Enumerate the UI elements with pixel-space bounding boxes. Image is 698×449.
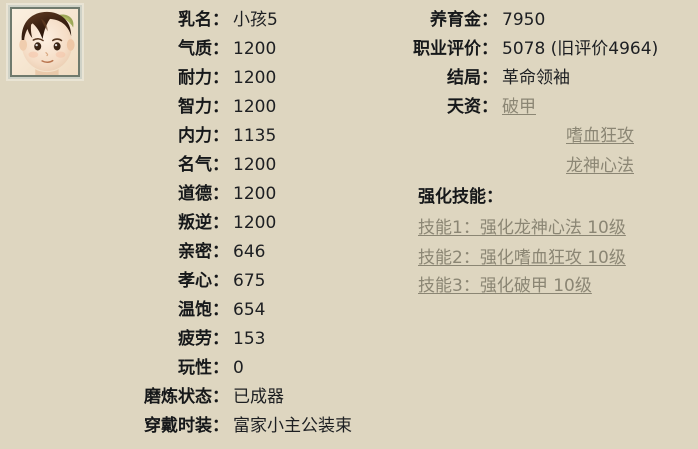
stat-label: 亲密： [178, 242, 229, 262]
stat-row-rebellion: 叛逆： 1200 [0, 209, 400, 238]
talent-label: 天资： [447, 97, 498, 117]
stat-row-intimacy: 亲密： 646 [0, 238, 400, 267]
stat-row-funds: 养育金： 7950 [400, 6, 698, 35]
stat-label: 耐力： [178, 68, 229, 88]
skill-link-2[interactable]: 技能2：强化嗜血狂攻 10级 [418, 248, 626, 268]
stat-label: 职业评价： [413, 39, 498, 59]
stat-row-ending: 结局： 革命领袖 [400, 64, 698, 93]
talent-row-third: 龙神心法 [400, 152, 698, 181]
avatar-frame[interactable] [6, 3, 84, 81]
stat-label: 疲劳： [178, 329, 229, 349]
stat-value: 654 [233, 300, 266, 320]
stat-label: 乳名： [178, 10, 229, 30]
stat-row-morality: 道德： 1200 [0, 180, 400, 209]
stat-value: 7950 [502, 10, 546, 30]
stat-value: 1200 [233, 184, 277, 204]
skill-row-1: 技能1：强化龙神心法 10级 [400, 214, 698, 243]
stat-row-satiety: 温饱： 654 [0, 296, 400, 325]
stat-label: 温饱： [178, 300, 229, 320]
stat-value: 富家小主公装束 [233, 416, 352, 436]
skill-row-3: 技能3：强化破甲 10级 [400, 272, 698, 301]
stat-value: 1200 [233, 155, 277, 175]
stat-row-filial-piety: 孝心： 675 [0, 267, 400, 296]
stat-label: 内力： [178, 126, 229, 146]
stat-value: 革命领袖 [502, 68, 570, 88]
talent-row-first: 天资： 破甲 [400, 93, 698, 122]
stat-row-career-rating: 职业评价： 5078 (旧评价4964) [400, 35, 698, 64]
talent-link-3[interactable]: 龙神心法 [566, 156, 634, 176]
skills-heading-row: 强化技能： [400, 183, 698, 212]
stat-value: 646 [233, 242, 266, 262]
skill-link-1[interactable]: 技能1：强化龙神心法 10级 [418, 218, 626, 238]
stat-value: 5078 (旧评价4964) [502, 39, 659, 59]
stat-label: 孝心： [178, 271, 229, 291]
stat-label: 智力： [178, 97, 229, 117]
child-portrait-icon [12, 9, 78, 75]
stat-label: 叛逆： [178, 213, 229, 233]
stat-value: 153 [233, 329, 266, 349]
skills-heading: 强化技能： [418, 187, 503, 207]
stat-row-training-state: 磨炼状态： 已成器 [0, 383, 400, 412]
stat-value: 已成器 [233, 387, 284, 407]
stat-row-playfulness: 玩性： 0 [0, 354, 400, 383]
stat-label: 养育金： [430, 10, 498, 30]
skill-link-3[interactable]: 技能3：强化破甲 10级 [418, 276, 592, 296]
talent-link-2[interactable]: 嗜血狂攻 [566, 126, 634, 146]
stat-row-fatigue: 疲劳： 153 [0, 325, 400, 354]
stat-label: 磨炼状态： [144, 387, 229, 407]
stat-row-temperament: 气质： 1200 [0, 35, 400, 64]
stat-value: 1200 [233, 213, 277, 233]
stat-row-stamina: 耐力： 1200 [0, 64, 400, 93]
talent-row-second: 嗜血狂攻 [400, 122, 698, 151]
stat-row-intelligence: 智力： 1200 [0, 93, 400, 122]
stat-value: 675 [233, 271, 266, 291]
stat-row-fame: 名气： 1200 [0, 151, 400, 180]
stat-label: 名气： [178, 155, 229, 175]
stat-label: 玩性： [178, 358, 229, 378]
stat-value: 1135 [233, 126, 277, 146]
stat-label: 结局： [447, 68, 498, 88]
stat-value: 1200 [233, 68, 277, 88]
stat-label: 道德： [178, 184, 229, 204]
skill-row-2: 技能2：强化嗜血狂攻 10级 [400, 244, 698, 273]
stat-label: 气质： [178, 39, 229, 59]
talent-link-1[interactable]: 破甲 [502, 97, 536, 117]
stat-value: 小孩5 [233, 10, 278, 30]
stat-value: 0 [233, 358, 244, 378]
stat-row-outfit: 穿戴时装： 富家小主公装束 [0, 412, 400, 441]
stat-row-inner-power: 内力： 1135 [0, 122, 400, 151]
stat-label: 穿戴时装： [144, 416, 229, 436]
avatar[interactable] [10, 7, 80, 77]
stat-value: 1200 [233, 39, 277, 59]
stat-row-nickname: 乳名： 小孩5 [0, 6, 400, 35]
stat-value: 1200 [233, 97, 277, 117]
